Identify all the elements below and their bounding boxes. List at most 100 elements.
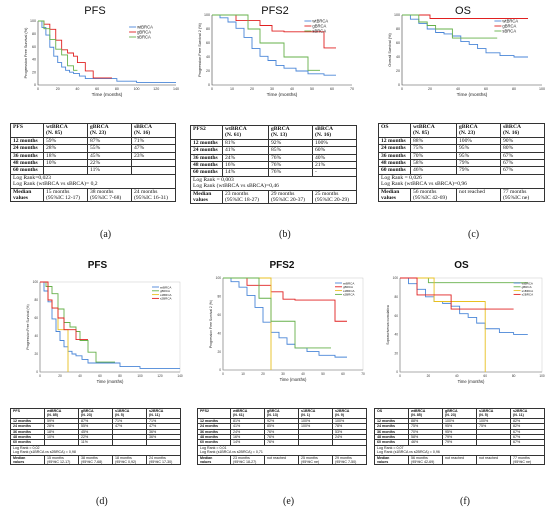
median-value: 29 months (95%IC 20-37) bbox=[268, 189, 313, 205]
x-tick-label: 100 bbox=[539, 374, 545, 378]
median-value: 25 months (95%IC ne) bbox=[298, 454, 333, 466]
table-cell: 81% bbox=[222, 138, 269, 148]
table-cell: 100% bbox=[312, 138, 357, 148]
table-header: s1BRCA (N. 5) bbox=[476, 408, 511, 419]
km-table: PFS2 wtBRCA (N. 61) gBRCA (N. 13) s1BRCA (N… bbox=[197, 408, 367, 466]
median-row: Median values 23 months (95%IC 18-27) not … bbox=[197, 454, 367, 466]
km-plot: 0 10 20 30 40 50 60 70 0 20 40 60 80 100 Time (months)… bbox=[198, 13, 354, 98]
legend-entry: sBRCA bbox=[312, 28, 326, 33]
table-cell: 95% bbox=[456, 151, 501, 161]
log-rank-note: Log Rank (wtBRCA vs sBRCA)= 0,2 bbox=[13, 181, 98, 188]
y-tick-label: 20 bbox=[32, 70, 36, 74]
legend-entry: gBRCA bbox=[522, 285, 532, 289]
x-tick-label: 60 bbox=[341, 372, 345, 376]
axis-lines bbox=[37, 21, 176, 86]
table-row: 36 months 24% 76% 40% bbox=[190, 153, 357, 163]
row-label: 12 months bbox=[10, 136, 44, 146]
chart-panel-6: OS 0 20 40 60 80 100 0 20 40 60 80 100 Time (months) S… bbox=[374, 260, 549, 510]
table-header: PFS2 bbox=[197, 408, 231, 419]
median-value: 38 months (95%IC 7-68) bbox=[78, 454, 113, 466]
table-cell: 67% bbox=[500, 159, 545, 168]
log-rank-note: Log Rank (s1BRCA vs s2BRCA) = 0,71 bbox=[200, 450, 263, 455]
table-cell: 46% bbox=[410, 166, 457, 175]
table-cell: 14% bbox=[222, 168, 269, 177]
row-label: 12 months bbox=[190, 138, 223, 148]
x-tick-label: 80 bbox=[115, 87, 119, 91]
table-cell: 85% bbox=[268, 146, 313, 155]
row-label: 36 months bbox=[10, 151, 44, 161]
median-value: not reached bbox=[476, 454, 511, 466]
table-header: gBRCA (N. 23) bbox=[456, 123, 501, 138]
table-cell: 16% bbox=[222, 161, 269, 170]
table-header: wtBRCA (N. 61) bbox=[230, 408, 265, 419]
axis-lines bbox=[401, 15, 542, 86]
legend-entry: gBRCA bbox=[343, 285, 353, 289]
table-header: gBRCA (N. 13) bbox=[268, 125, 313, 140]
x-tick-label: 80 bbox=[512, 374, 516, 378]
x-tick-label: 100 bbox=[137, 374, 143, 378]
y-tick-label: 100 bbox=[33, 280, 39, 284]
legend-entry: gBRCA bbox=[502, 23, 516, 28]
plot-frame bbox=[399, 277, 543, 373]
x-tick-label: 70 bbox=[350, 87, 354, 91]
log-rank-notes: Log Rank = 0,003 Log Rank (wtBRCA vs sBRC… bbox=[190, 175, 357, 191]
x-tick-label: 0 bbox=[211, 87, 213, 91]
row-label: 48 months bbox=[378, 159, 411, 168]
x-tick-label: 60 bbox=[483, 374, 487, 378]
table-header: sBRCA (N. 16) bbox=[500, 123, 545, 138]
km-curve-gbrca bbox=[223, 277, 347, 322]
km-curve-wtbrca bbox=[223, 277, 347, 358]
y-tick-label: 20 bbox=[394, 351, 398, 355]
median-value: 56 months (95%IC 42-69) bbox=[410, 187, 457, 203]
y-tick-label: 0 bbox=[396, 370, 398, 374]
row-label: 48 months bbox=[10, 159, 44, 168]
log-rank-note: Log Rank (wtBRCA vs sBRCA)=0,46 bbox=[193, 183, 279, 190]
legend-entry: sBRCA bbox=[502, 28, 516, 33]
median-label: Median values bbox=[10, 454, 45, 466]
log-rank-notes: Log Rank = 0,07 Log Rank (s1BRCA vs s2BRC… bbox=[374, 444, 545, 456]
x-tick-label: 0 bbox=[37, 87, 39, 91]
x-tick-label: 40 bbox=[456, 87, 460, 91]
table-header: PFS2 bbox=[190, 125, 223, 140]
chart-title: PFS bbox=[87, 260, 108, 271]
km-curve-wtbrca bbox=[402, 14, 528, 58]
km-curve-sbrca bbox=[402, 14, 498, 39]
legend-entry: sBRCA bbox=[137, 34, 151, 39]
table-cell: 80% bbox=[500, 144, 545, 153]
row-label: 60 months bbox=[190, 168, 223, 177]
median-value: 23 months (95%IC 18-27) bbox=[222, 189, 269, 205]
y-tick-label: 40 bbox=[396, 55, 400, 59]
table-cell: 76% bbox=[268, 168, 313, 177]
table-row: 24 months 75% 95% 80% bbox=[378, 144, 545, 153]
y-axis-label: Progression Free Survival (%) bbox=[24, 27, 28, 78]
table-cell: 47% bbox=[131, 144, 176, 153]
table-header: gBRCA (N. 23) bbox=[87, 123, 132, 138]
table-cell: 10% bbox=[43, 159, 88, 168]
km-curve-s2brca bbox=[223, 277, 331, 349]
table-header: OS bbox=[374, 408, 409, 419]
log-rank-notes: Log Rank = 0,026 Log Rank (wtBRCA vs sBRC… bbox=[378, 173, 545, 189]
legend-entry: gBRCA bbox=[160, 289, 170, 293]
x-tick-label: 0 bbox=[222, 372, 224, 376]
axis-lines bbox=[39, 282, 180, 373]
x-tick-label: 100 bbox=[539, 87, 545, 91]
table-cell: 70% bbox=[410, 151, 457, 161]
table-cell: 60% bbox=[312, 146, 357, 155]
median-value: 15 months (95%IC 12-17) bbox=[43, 187, 88, 203]
table-row: 12 months 88% 100% 90% bbox=[378, 136, 545, 146]
x-tick-label: 140 bbox=[173, 87, 179, 91]
table-cell: 88% bbox=[410, 136, 457, 146]
table-header: OS bbox=[378, 123, 411, 138]
table-row: 24 months 28% 55% 47% bbox=[10, 144, 176, 153]
row-label: 24 months bbox=[378, 144, 411, 153]
table-cell: 21% bbox=[312, 161, 357, 170]
x-tick-label: 10 bbox=[241, 372, 245, 376]
x-tick-label: 50 bbox=[310, 87, 314, 91]
axis-lines bbox=[222, 278, 363, 371]
table-cell: 100% bbox=[456, 136, 501, 146]
legend-entry: wtBRCA bbox=[312, 18, 328, 23]
table-header: s2BRCA (N. 11) bbox=[146, 408, 181, 419]
chart-panel-3: OS 0 20 40 60 80 100 0 20 40 60 80 100 Time (months) O… bbox=[378, 5, 548, 255]
table-row: 60 months 46% 79% 67% bbox=[374, 439, 545, 446]
y-axis-label: Progression Free Survival 2 (%) bbox=[209, 300, 213, 348]
